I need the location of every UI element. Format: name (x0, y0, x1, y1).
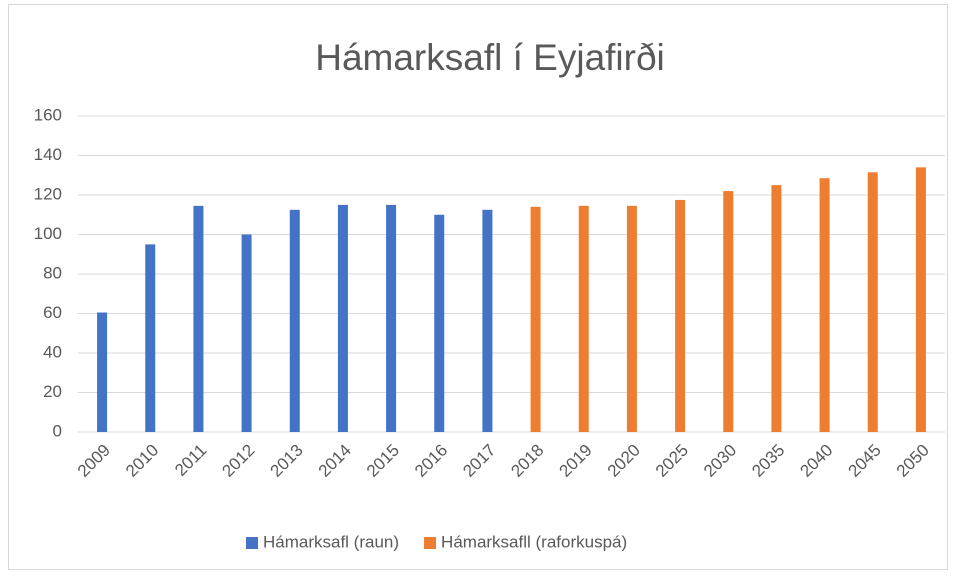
bar (771, 185, 782, 432)
legend-swatch (424, 537, 437, 549)
bar (241, 234, 252, 432)
bar (434, 214, 445, 432)
legend-swatch (246, 537, 258, 549)
bar (482, 209, 493, 432)
bar (723, 191, 734, 432)
y-tick-label: 140 (34, 145, 62, 164)
bar (386, 204, 397, 432)
y-tick-label: 60 (43, 303, 62, 322)
bar (193, 205, 204, 432)
bar (145, 244, 156, 432)
bar (97, 312, 108, 432)
y-tick-label: 100 (34, 224, 62, 243)
y-tick-label: 120 (34, 184, 62, 203)
y-tick-label: 20 (43, 382, 62, 401)
y-tick-label: 160 (34, 105, 62, 124)
bar (578, 205, 589, 432)
bar (530, 206, 541, 432)
y-tick-label: 40 (43, 342, 62, 361)
bar (867, 172, 878, 432)
chart-border (8, 4, 948, 570)
legend-label: Hámarksafll (raforkuspá) (441, 532, 627, 551)
bar (915, 167, 926, 432)
y-tick-label: 80 (43, 263, 62, 282)
bar (626, 205, 637, 432)
bar (337, 204, 348, 432)
bar (289, 209, 300, 432)
legend-label: Hámarksafl (raun) (263, 532, 399, 551)
bar (819, 178, 830, 432)
y-tick-label: 0 (53, 421, 62, 440)
bar (675, 199, 686, 432)
chart-title: Hámarksafl í Eyjafirði (315, 37, 665, 78)
